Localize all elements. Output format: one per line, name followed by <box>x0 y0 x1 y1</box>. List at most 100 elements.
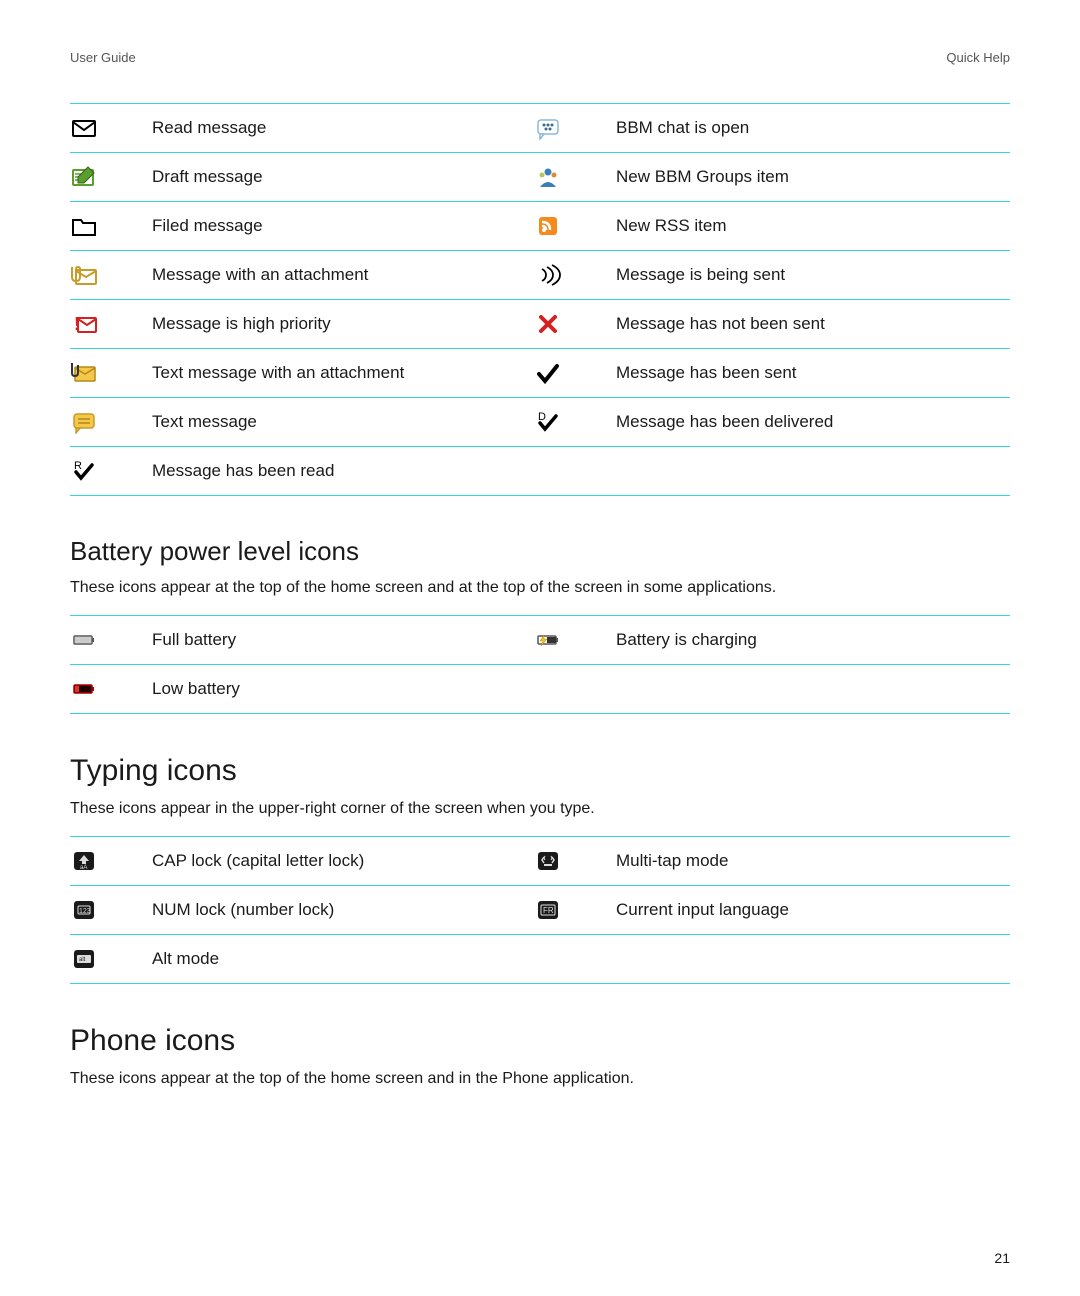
icon-cell <box>534 104 616 153</box>
svg-text:!: ! <box>74 314 80 334</box>
label-cell: Message with an attachment <box>152 251 534 300</box>
icon-cell: D <box>534 398 616 447</box>
battery-desc: These icons appear at the top of the hom… <box>70 579 1010 597</box>
sending-icon <box>534 263 562 287</box>
table-row: Read message BBM chat is open <box>70 104 1010 153</box>
svg-text:FR: FR <box>543 906 554 915</box>
table-row: alt Alt mode <box>70 935 1010 984</box>
label-cell: Alt mode <box>152 935 534 984</box>
phone-heading: Phone icons <box>70 1024 1010 1058</box>
high-priority-icon: ! <box>70 312 98 336</box>
filed-message-icon <box>70 214 98 238</box>
sent-check-icon <box>534 361 562 385</box>
header-left: User Guide <box>70 50 136 65</box>
table-row: Text message with an attachment Message h… <box>70 349 1010 398</box>
icon-cell <box>534 300 616 349</box>
icon-cell: ! <box>70 300 152 349</box>
label-cell: BBM chat is open <box>616 104 1010 153</box>
table-row: Full battery Battery is charging <box>70 616 1010 665</box>
label-cell: Current input language <box>616 886 1010 935</box>
label-cell <box>616 935 1010 984</box>
label-cell: Draft message <box>152 153 534 202</box>
label-cell: Battery is charging <box>616 616 1010 665</box>
label-cell: Message has not been sent <box>616 300 1010 349</box>
battery-heading: Battery power level icons <box>70 536 1010 567</box>
icon-cell <box>534 202 616 251</box>
table-row: 123 NUM lock (number lock) FR Current input… <box>70 886 1010 935</box>
label-cell: Filed message <box>152 202 534 251</box>
label-cell: Full battery <box>152 616 534 665</box>
num-lock-icon: 123 <box>70 898 98 922</box>
table-row: Filed message New RSS item <box>70 202 1010 251</box>
icon-cell <box>534 935 616 984</box>
typing-heading: Typing icons <box>70 754 1010 788</box>
not-sent-icon <box>534 312 562 336</box>
icon-cell <box>534 447 616 496</box>
table-row: aA CAP lock (capital letter lock) Multi-ta… <box>70 837 1010 886</box>
header-right: Quick Help <box>946 50 1010 65</box>
battery-table: Full batteryBattery is chargingLow batte… <box>70 615 1010 714</box>
current-lang-icon: FR <box>534 898 562 922</box>
icon-cell: R <box>70 447 152 496</box>
label-cell: Message is high priority <box>152 300 534 349</box>
draft-message-icon <box>70 165 98 189</box>
cap-lock-icon: aA <box>70 849 98 873</box>
table-row: Message with an attachment Message is bei… <box>70 251 1010 300</box>
icon-cell <box>534 837 616 886</box>
label-cell: Message has been sent <box>616 349 1010 398</box>
icon-cell <box>70 251 152 300</box>
label-cell: CAP lock (capital letter lock) <box>152 837 534 886</box>
icon-cell <box>70 153 152 202</box>
label-cell: New BBM Groups item <box>616 153 1010 202</box>
icon-cell <box>70 202 152 251</box>
table-row: R Message has been read <box>70 447 1010 496</box>
label-cell: Read message <box>152 104 534 153</box>
typing-table: aA CAP lock (capital letter lock) Multi-ta… <box>70 836 1010 984</box>
table-row: Text message D Message has been delivered <box>70 398 1010 447</box>
read-message-icon <box>70 116 98 140</box>
label-cell: Message is being sent <box>616 251 1010 300</box>
alt-mode-icon: alt <box>70 947 98 971</box>
label-cell: Message has been delivered <box>616 398 1010 447</box>
read-check-icon: R <box>70 459 98 483</box>
label-cell: New RSS item <box>616 202 1010 251</box>
full-battery-icon <box>70 628 98 652</box>
label-cell: Message has been read <box>152 447 534 496</box>
icon-cell <box>534 616 616 665</box>
icon-cell: aA <box>70 837 152 886</box>
label-cell <box>616 447 1010 496</box>
label-cell: Text message with an attachment <box>152 349 534 398</box>
label-cell <box>616 665 1010 714</box>
attachment-message-icon <box>70 263 98 287</box>
bbm-chat-open-icon <box>534 116 562 140</box>
icon-cell: 123 <box>70 886 152 935</box>
svg-text:123: 123 <box>79 908 91 915</box>
svg-text:alt: alt <box>79 957 86 963</box>
multi-tap-icon <box>534 849 562 873</box>
icon-cell <box>534 349 616 398</box>
phone-desc: These icons appear at the top of the hom… <box>70 1070 1010 1088</box>
label-cell: Multi-tap mode <box>616 837 1010 886</box>
low-battery-icon <box>70 677 98 701</box>
icon-cell <box>534 665 616 714</box>
icon-cell <box>70 398 152 447</box>
svg-text:D: D <box>538 411 546 423</box>
icon-cell <box>70 104 152 153</box>
label-cell: NUM lock (number lock) <box>152 886 534 935</box>
icon-cell: FR <box>534 886 616 935</box>
table-row: ! Message is high priority Message has not… <box>70 300 1010 349</box>
rss-item-icon <box>534 214 562 238</box>
label-cell: Text message <box>152 398 534 447</box>
page-number: 21 <box>994 1250 1010 1266</box>
icon-cell <box>534 153 616 202</box>
bbm-groups-icon <box>534 165 562 189</box>
icon-cell <box>534 251 616 300</box>
icon-cell <box>70 665 152 714</box>
icon-cell <box>70 349 152 398</box>
svg-text:R: R <box>74 460 82 472</box>
typing-desc: These icons appear in the upper-right co… <box>70 800 1010 818</box>
text-message-icon <box>70 410 98 434</box>
delivered-icon: D <box>534 410 562 434</box>
message-icons-table: Read message BBM chat is open Draft messag… <box>70 103 1010 496</box>
icon-cell <box>70 616 152 665</box>
